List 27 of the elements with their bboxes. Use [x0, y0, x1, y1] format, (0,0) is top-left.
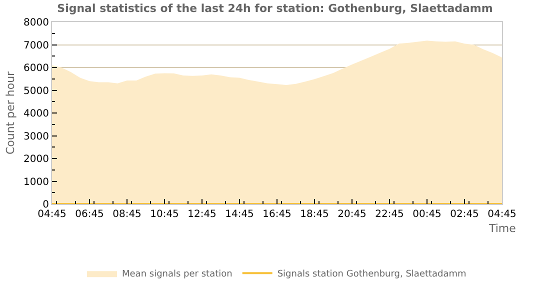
x-tick-label: 14:45 [225, 209, 254, 220]
y-tick-label: 2000 [24, 154, 49, 165]
legend-label: Mean signals per station [122, 270, 232, 280]
x-tick-label: 20:45 [338, 209, 366, 220]
x-tick-label: 18:45 [300, 209, 329, 220]
x-tick-label: 08:45 [112, 209, 142, 220]
x-tick-label: 04:45 [38, 209, 66, 220]
x-tick-label: 04:45 [488, 209, 516, 220]
y-tick-label: 4000 [24, 108, 49, 120]
y-tick-label: 3000 [24, 131, 49, 142]
x-axis-title: Time [488, 222, 516, 235]
x-tick-label: 16:45 [262, 209, 292, 220]
x-tick-label: 02:45 [450, 209, 479, 220]
y-tick-label: 0 [42, 200, 49, 210]
chart-title: Signal statistics of the last 24h for station: Gothenburg, Slaettadamm [57, 2, 493, 16]
x-tick-label: 12:45 [188, 209, 216, 220]
x-tick-label: 00:45 [412, 209, 442, 220]
y-axis-title: Count per hour [4, 70, 18, 155]
x-tick-label: 10:45 [150, 209, 179, 220]
y-tick-label: 1000 [24, 176, 49, 188]
legend-label: Signals station Gothenburg, Slaettadamm [277, 270, 466, 280]
x-tick-label: 06:45 [75, 209, 104, 220]
y-tick-label: 6000 [24, 63, 49, 74]
x-tick-label: 22:45 [375, 209, 404, 220]
y-tick-label: 8000 [24, 18, 49, 28]
y-tick-label: 5000 [24, 86, 49, 97]
y-tick-label: 7000 [24, 40, 49, 52]
